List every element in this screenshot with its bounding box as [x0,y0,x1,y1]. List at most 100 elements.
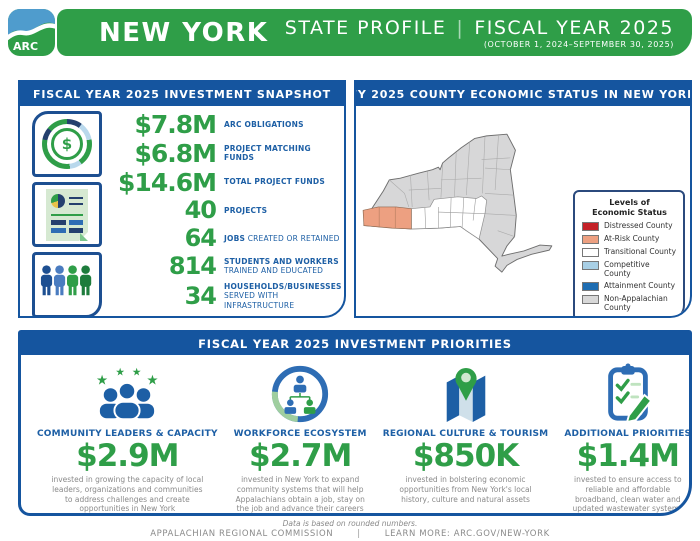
legend-item-transitional: Transitional County [582,247,677,258]
report-icon-box [32,181,102,248]
report-piechart-icon [46,188,88,241]
legend-item-non-appalachian: Non-Appalachian County [582,294,677,312]
priority-description: invested in growing the capacity of loca… [51,475,204,514]
snapshot-panel-title: FISCAL YEAR 2025 INVESTMENT SNAPSHOT [20,82,344,106]
priority-name: REGIONAL CULTURE & TOURISM [382,429,549,439]
snapshot-stats-column: $7.8M ARC OBLIGATIONS $6.8M PROJECT MATC… [108,106,344,316]
footer-org-name: APPALACHIAN REGIONAL COMMISSION [150,529,334,539]
new-york-county-map [362,133,553,273]
svg-text:★: ★ [116,366,126,379]
at-risk-county-lines [378,206,396,229]
snapshot-body: $ [20,106,344,316]
stat-value: $6.8M [134,138,217,168]
investment-priorities-panel: FISCAL YEAR 2025 INVESTMENT PRIORITIES ★… [18,330,692,516]
priority-icon-wrap [383,361,549,425]
county-status-panel: FY 2025 COUNTY ECONOMIC STATUS IN NEW YO… [354,80,692,318]
stat-households: 34 HOUSEHOLDS/BUSINESSES SERVED WITH INF… [108,281,342,310]
legend-swatch [582,282,599,292]
legend-item-competitive: Competitive County [582,260,677,278]
legend-swatch [582,235,599,245]
stat-matching-funds: $6.8M PROJECT MATCHING FUNDS [108,141,340,166]
header-divider: | [456,16,465,39]
priority-description: invested to ensure access to reliable an… [572,475,684,514]
legend-swatch [582,222,599,232]
dollar-coin-icon: $ [51,127,83,160]
priority-icon-wrap [234,361,367,425]
clipboard-pencil-icon [607,363,653,424]
stat-label: PROJECTS [224,205,268,215]
investment-snapshot-panel: FISCAL YEAR 2025 INVESTMENT SNAPSHOT $ [18,80,346,318]
priority-culture-tourism: REGIONAL CULTURE & TOURISM $850K investe… [375,361,557,510]
arc-logo-icon: ARC [8,9,55,56]
stat-value: 64 [184,224,217,253]
header-bar: NEW YORK STATE PROFILE | FISCAL YEAR 2025 … [57,9,692,56]
funds-icon-box: $ [32,111,102,177]
priority-amount: $2.9M [76,438,179,474]
map-body: Levels of Economic Status Distressed Cou… [356,106,690,316]
legend-item-at-risk: At-Risk County [582,234,677,245]
fiscal-year: FISCAL YEAR 2025 [474,16,674,39]
legend-swatch [582,261,599,271]
priority-description: invested in New York to expand community… [235,475,365,514]
stat-value: 34 [184,281,217,310]
legend-swatch [582,295,599,305]
stat-label: TOTAL PROJECT FUNDS [224,177,325,187]
legend-item-attainment: Attainment County [582,281,677,292]
footer-org-line: APPALACHIAN REGIONAL COMMISSION | LEARN MO… [0,529,700,539]
priority-community-leaders: ★ ★ ★ ★ COMMUNITY LEADERS & CAPACITY [29,361,226,513]
report-bar [69,219,83,225]
footer-note: Data is based on rounded numbers. [282,519,418,528]
workforce-orgchart-icon [272,365,329,423]
priority-amount: $1.4M [576,438,680,474]
priority-name: COMMUNITY LEADERS & CAPACITY [37,429,218,439]
stat-total-funds: $14.6M TOTAL PROJECT FUNDS [108,170,340,195]
stat-value: 814 [168,252,217,281]
map-legend: Levels of Economic Status Distressed Cou… [573,190,685,316]
stat-arc-obligations: $7.8M ARC OBLIGATIONS [108,112,340,137]
footer-separator: | [357,529,361,539]
people-icon-box [32,252,102,316]
people-group-icon [40,265,92,296]
stat-projects: 40 PROJECTS [108,198,340,222]
mini-piechart-icon [51,193,65,208]
stat-value: $7.8M [134,109,217,139]
profile-title: STATE PROFILE [284,16,447,39]
community-stars-icon: ★ ★ ★ ★ [96,366,159,421]
stat-value: 40 [184,196,217,225]
stat-value: $14.6M [118,167,217,197]
at-risk-counties [362,206,412,230]
map-pin-icon [446,367,485,422]
priority-additional: ADDITIONAL PRIORITIES $1.4M invested to … [556,361,692,513]
stat-label: ARC OBLIGATIONS [224,119,304,129]
svg-text:★: ★ [147,372,159,388]
donut-dollar-icon: $ [42,118,92,169]
legend-item-distressed: Distressed County [582,221,677,232]
report-bar [51,219,66,225]
page-fold-green [80,225,88,241]
stat-label: HOUSEHOLDS/BUSINESSES SERVED WITH INFRAS… [224,281,342,310]
header-right: STATE PROFILE | FISCAL YEAR 2025 (OCTOBER … [285,17,674,49]
arc-logo-wave-icon: ARC [8,9,55,56]
map-panel-title: FY 2025 COUNTY ECONOMIC STATUS IN NEW YO… [356,82,690,106]
report-line [69,202,83,205]
footer-learn-more: LEARN MORE: ARC.GOV/NEW-YORK [384,529,550,539]
priority-workforce: WORKFORCE ECOSYSTEM $2.7M invested in Ne… [226,361,375,513]
stat-label: PROJECT MATCHING FUNDS [224,143,311,163]
date-range: (OCTOBER 1, 2024–SEPTEMBER 30, 2025) [483,39,674,49]
report-bar [51,227,66,233]
priority-name: WORKFORCE ECOSYSTEM [233,429,367,439]
svg-text:★: ★ [132,366,142,379]
report-bar [69,227,83,233]
legend-title: Levels of Economic Status [592,198,667,217]
priority-name: ADDITIONAL PRIORITIES [564,429,692,439]
stat-label: STUDENTS AND WORKERS TRAINED AND EDUCATE… [224,256,339,276]
priority-amount: $850K [412,438,519,474]
report-line [51,213,83,216]
svg-text:★: ★ [96,372,108,388]
snapshot-icon-column: $ [20,106,108,316]
report-line [69,196,83,199]
priority-icon-wrap [564,361,689,425]
county-boundaries [389,135,517,237]
priorities-panel-title: FISCAL YEAR 2025 INVESTMENT PRIORITIES [21,333,689,355]
